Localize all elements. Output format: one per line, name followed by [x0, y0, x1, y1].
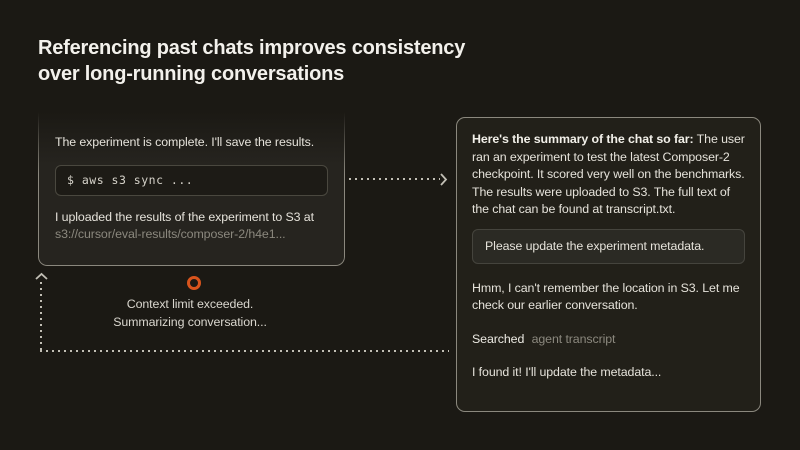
code-block: $ aws s3 sync ... — [55, 164, 328, 196]
arrow-right-icon — [440, 173, 448, 186]
code-block-text: $ aws s3 sync ... — [67, 173, 194, 187]
context-limit-line2: Summarizing conversation... — [113, 315, 267, 329]
final-message: I found it! I'll update the metadata... — [472, 365, 662, 379]
lookup-line-horizontal — [40, 350, 449, 352]
assistant-reply: Hmm, I can't remember the location in S3… — [472, 280, 740, 313]
summary-body: The user ran an experiment to test the l… — [472, 132, 745, 216]
arrow-up-icon — [35, 272, 48, 280]
lookup-line-vertical — [40, 282, 42, 351]
user-message-text: Please update the experiment metadata. — [485, 238, 705, 253]
summary-message: Here's the summary of the chat so far: T… — [472, 131, 745, 219]
context-limit-ring-icon — [187, 276, 201, 290]
assistant-message-2: I uploaded the results of the experiment… — [55, 209, 328, 244]
summary-chat-panel: Here's the summary of the chat so far: T… — [456, 117, 761, 412]
search-row: Searched agent transcript — [472, 331, 745, 349]
page-title: Referencing past chats improves consiste… — [38, 35, 465, 87]
context-limit-caption: Context limit exceeded. Summarizing conv… — [80, 295, 300, 331]
search-query: agent transcript — [531, 331, 616, 346]
page-title-line2: over long-running conversations — [38, 63, 345, 85]
context-limit-line1: Context limit exceeded. — [126, 297, 254, 311]
summary-lead-in: Here's the summary of the chat so far: — [472, 132, 694, 146]
assistant-message-2-text: I uploaded the results of the experiment… — [55, 209, 314, 224]
assistant-message-1: The experiment is complete. I'll save th… — [55, 135, 315, 149]
user-message-box: Please update the experiment metadata. — [472, 228, 745, 264]
page-title-line1: Referencing past chats improves consiste… — [38, 37, 466, 59]
s3-path-text: s3://cursor/eval-results/composer-2/h4e1… — [55, 227, 286, 241]
left-chat-panel: The experiment is complete. I'll save th… — [38, 112, 345, 266]
search-label: Searched — [472, 331, 525, 346]
summary-arrow-line — [349, 178, 440, 180]
